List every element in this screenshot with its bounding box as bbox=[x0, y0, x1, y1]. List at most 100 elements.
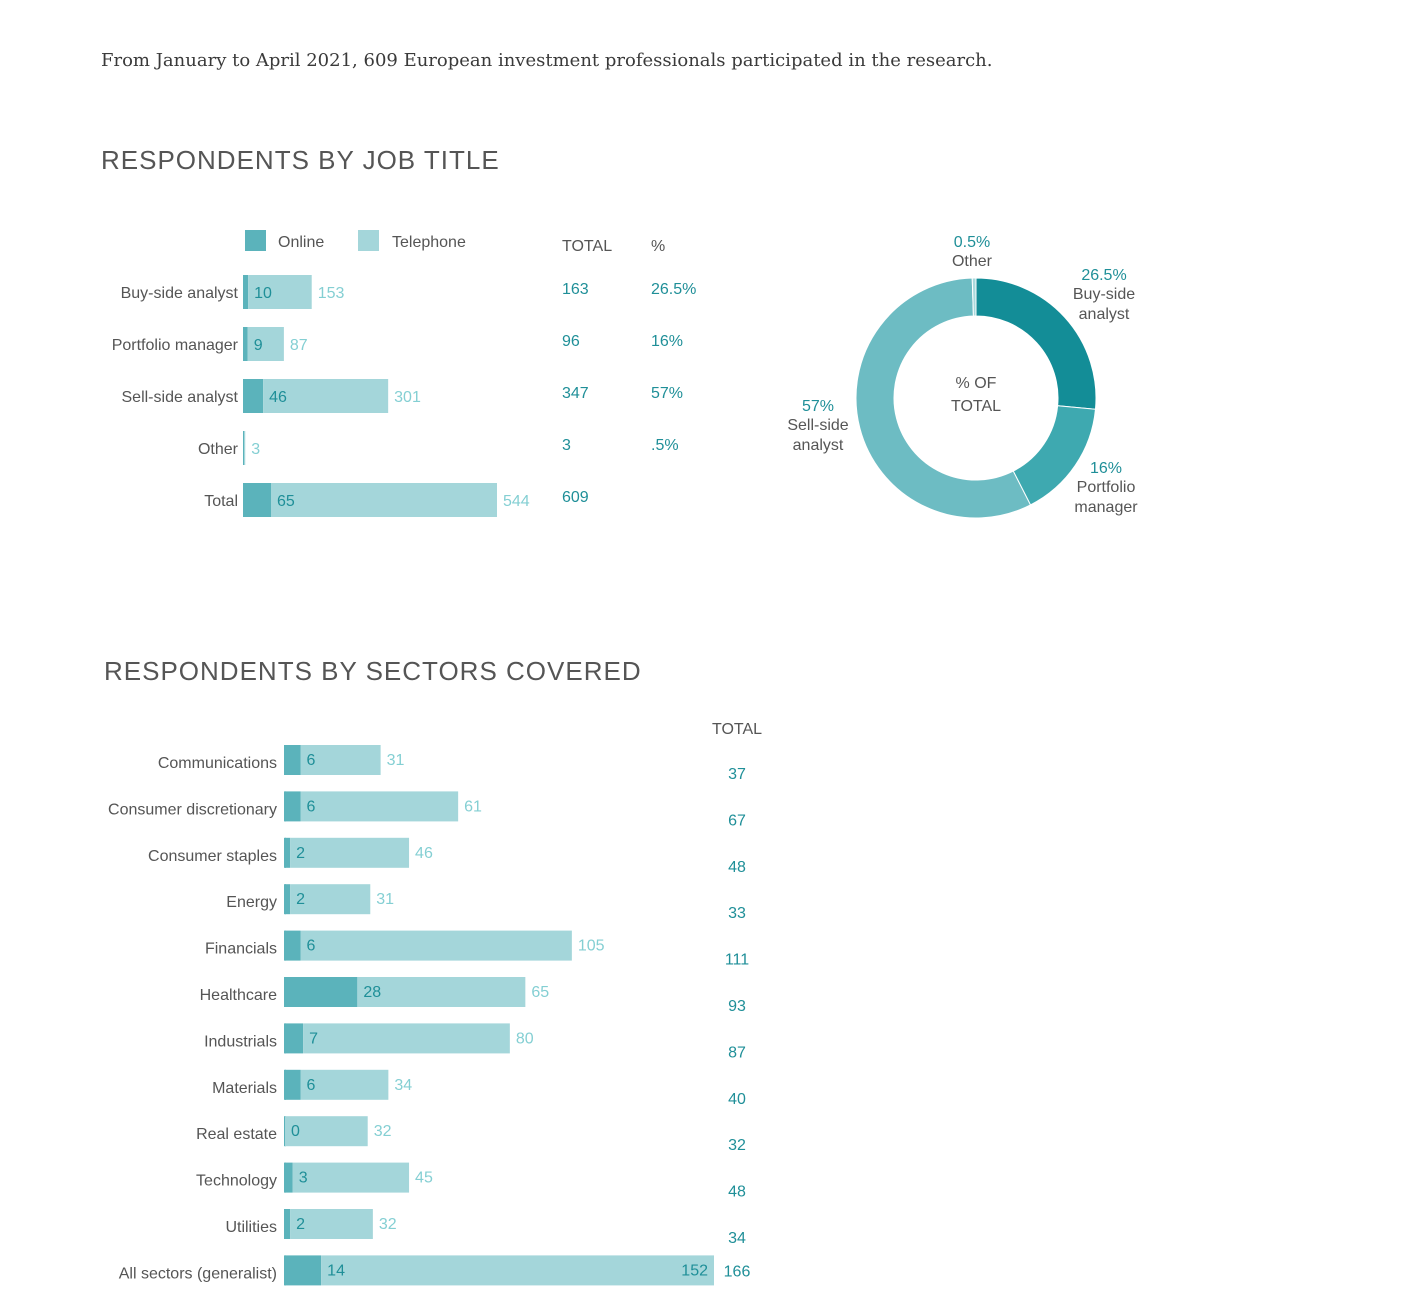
percent-value: 16% bbox=[651, 333, 683, 350]
legend-online-label: Online bbox=[278, 234, 324, 251]
telephone-value-label: 65 bbox=[531, 984, 549, 1001]
category-label: Consumer discretionary bbox=[108, 801, 277, 818]
online-value-label: 2 bbox=[296, 891, 305, 908]
bar-telephone bbox=[300, 791, 459, 822]
total-value: 67 bbox=[728, 812, 746, 829]
online-value-label: 2 bbox=[296, 845, 305, 862]
total-value: 347 bbox=[562, 385, 589, 402]
category-label: Financials bbox=[205, 941, 277, 958]
category-label: Real estate bbox=[196, 1126, 277, 1143]
total-value: 3 bbox=[562, 437, 571, 454]
total-value: 32 bbox=[728, 1137, 746, 1154]
donut-center-label: % OF bbox=[956, 375, 997, 392]
bar-online bbox=[244, 483, 272, 517]
category-label: Other bbox=[198, 441, 239, 458]
telephone-value-label: 34 bbox=[394, 1077, 412, 1094]
donut-slice bbox=[971, 277, 977, 317]
total-value: 93 bbox=[728, 998, 746, 1015]
category-label: Communications bbox=[158, 755, 277, 772]
online-value-label: 10 bbox=[254, 285, 272, 302]
online-value-label: 3 bbox=[299, 1170, 308, 1187]
telephone-value-label: 152 bbox=[681, 1262, 708, 1279]
bar-telephone bbox=[300, 930, 572, 961]
telephone-value-label: 45 bbox=[415, 1170, 433, 1187]
online-value-label: 0 bbox=[291, 1123, 300, 1140]
online-value-label: 2 bbox=[296, 1216, 305, 1233]
donut-slice-label: Sell-side bbox=[787, 417, 848, 434]
legend-telephone-label: Telephone bbox=[392, 234, 466, 251]
category-label: Industrials bbox=[204, 1033, 277, 1050]
donut-slice-label: Buy-side bbox=[1073, 286, 1135, 303]
total-value: 48 bbox=[728, 859, 746, 876]
bar-telephone bbox=[292, 1162, 410, 1193]
bar-online bbox=[285, 1255, 322, 1286]
total-value: 48 bbox=[728, 1184, 746, 1201]
telephone-value-label: 31 bbox=[387, 752, 405, 769]
bar-telephone bbox=[244, 431, 246, 465]
category-label: Utilities bbox=[225, 1219, 277, 1236]
donut-percent-label: 26.5% bbox=[1081, 267, 1126, 284]
donut-slice bbox=[855, 277, 1032, 519]
donut-percent-label: 0.5% bbox=[954, 234, 990, 251]
donut-percent-label: 57% bbox=[802, 398, 834, 415]
total-value: 111 bbox=[725, 952, 749, 969]
bar-telephone bbox=[303, 1023, 510, 1054]
bar-online bbox=[285, 791, 301, 822]
bar-online bbox=[285, 1162, 293, 1193]
bar-telephone bbox=[290, 884, 371, 915]
bar-telephone bbox=[248, 275, 312, 309]
donut-slice-label: Other bbox=[952, 253, 993, 270]
category-label: Buy-side analyst bbox=[121, 285, 239, 302]
bar-online bbox=[244, 275, 249, 309]
bar-telephone bbox=[290, 1209, 373, 1239]
online-value-label: 6 bbox=[307, 798, 316, 815]
bar-telephone bbox=[357, 977, 526, 1007]
total-value: 40 bbox=[728, 1091, 746, 1108]
telephone-value-label: 61 bbox=[464, 798, 482, 815]
online-value-label: 7 bbox=[309, 1030, 318, 1047]
bar-telephone bbox=[290, 837, 410, 868]
total-value: 37 bbox=[728, 766, 746, 783]
telephone-value-label: 32 bbox=[379, 1216, 397, 1233]
online-value-label: 65 bbox=[277, 493, 295, 510]
bar-online bbox=[285, 1069, 301, 1100]
telephone-value-label: 32 bbox=[374, 1123, 392, 1140]
online-value-label: 6 bbox=[307, 1077, 316, 1094]
bar-telephone bbox=[300, 1069, 389, 1100]
legend-telephone-swatch bbox=[358, 230, 379, 251]
donut-percent-label: 16% bbox=[1090, 460, 1122, 477]
category-label: All sectors (generalist) bbox=[119, 1265, 277, 1282]
category-label: Technology bbox=[196, 1173, 277, 1190]
percent-value: .5% bbox=[651, 437, 679, 454]
telephone-value-label: 544 bbox=[503, 493, 530, 510]
category-label: Energy bbox=[226, 894, 277, 911]
total-column-header: TOTAL bbox=[712, 721, 762, 738]
total-value: 87 bbox=[728, 1044, 746, 1061]
percent-column-header: % bbox=[651, 238, 665, 255]
percent-value: 57% bbox=[651, 385, 683, 402]
online-value-label: 14 bbox=[327, 1262, 345, 1279]
total-value: 34 bbox=[728, 1230, 746, 1247]
category-label: Sell-side analyst bbox=[122, 389, 239, 406]
bar-online bbox=[244, 379, 264, 413]
online-value-label: 9 bbox=[254, 337, 263, 354]
category-label: Portfolio manager bbox=[112, 337, 239, 354]
telephone-value-label: 80 bbox=[516, 1030, 534, 1047]
legend-online-swatch bbox=[245, 230, 266, 251]
bar-online bbox=[285, 745, 301, 775]
bar-telephone bbox=[247, 327, 284, 361]
category-label: Healthcare bbox=[200, 987, 277, 1004]
donut-slice-label: analyst bbox=[793, 437, 844, 454]
total-column-header: TOTAL bbox=[562, 238, 612, 255]
telephone-value-label: 3 bbox=[251, 441, 260, 458]
bar-telephone bbox=[300, 745, 381, 775]
bar-online bbox=[285, 930, 301, 961]
percent-value: 26.5% bbox=[651, 281, 696, 298]
telephone-value-label: 153 bbox=[318, 285, 345, 302]
category-label: Materials bbox=[212, 1080, 277, 1097]
online-value-label: 46 bbox=[269, 389, 287, 406]
online-value-label: 6 bbox=[307, 752, 316, 769]
bar-online bbox=[285, 977, 358, 1007]
total-value: 96 bbox=[562, 333, 580, 350]
